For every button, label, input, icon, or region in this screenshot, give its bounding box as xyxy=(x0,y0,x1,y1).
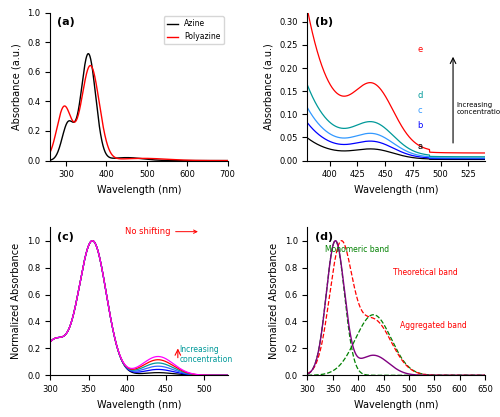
Text: Theoretical band: Theoretical band xyxy=(392,268,458,276)
Text: d: d xyxy=(418,91,423,100)
Text: c: c xyxy=(418,106,422,115)
Text: Increasing
concentration: Increasing concentration xyxy=(456,102,500,115)
Text: Monomeric band: Monomeric band xyxy=(325,245,390,254)
Text: a: a xyxy=(418,142,422,151)
X-axis label: Wavelength (nm): Wavelength (nm) xyxy=(354,185,438,195)
X-axis label: Wavelength (nm): Wavelength (nm) xyxy=(354,399,438,409)
Y-axis label: Absorbance (a.u.): Absorbance (a.u.) xyxy=(264,43,274,130)
Text: (a): (a) xyxy=(57,17,75,27)
X-axis label: Wavelength (nm): Wavelength (nm) xyxy=(96,185,181,195)
Y-axis label: Normalized Absorbance: Normalized Absorbance xyxy=(269,243,279,359)
Text: Aggregated band: Aggregated band xyxy=(400,321,466,330)
Legend: Azine, Polyazine: Azine, Polyazine xyxy=(164,16,224,44)
Text: e: e xyxy=(418,45,423,55)
Text: b: b xyxy=(418,121,423,130)
Y-axis label: Absorbance (a.u.): Absorbance (a.u.) xyxy=(12,43,22,130)
Y-axis label: Normalized Absorbance: Normalized Absorbance xyxy=(12,243,22,359)
X-axis label: Wavelength (nm): Wavelength (nm) xyxy=(96,399,181,409)
Text: (d): (d) xyxy=(314,232,332,242)
Text: (b): (b) xyxy=(314,17,332,27)
Text: Increasing
concentration: Increasing concentration xyxy=(180,345,233,364)
Text: No shifting: No shifting xyxy=(124,227,197,236)
Text: (c): (c) xyxy=(57,232,74,242)
